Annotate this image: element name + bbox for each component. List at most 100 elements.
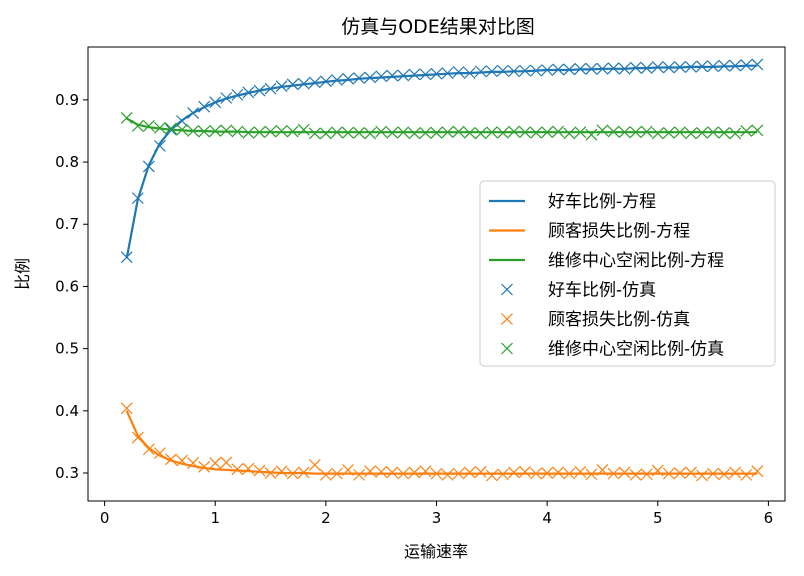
scatter-point-4: [331, 467, 343, 480]
scatter-point-5: [253, 126, 266, 139]
y-tick-label: 0.5: [55, 340, 79, 358]
scatter-point-3: [319, 75, 332, 88]
scatter-point-5: [375, 125, 388, 138]
legend: 好车比例-方程顾客损失比例-方程维修中心空闲比例-方程好车比例-仿真顾客损失比例…: [479, 180, 776, 367]
scatter-point-4: [198, 460, 211, 473]
y-axis-title: 比例: [13, 258, 32, 290]
x-tick-label: 4: [542, 509, 552, 527]
scatter-point-4: [751, 465, 764, 478]
y-tick-label: 0.4: [55, 402, 79, 420]
scatter-point-5: [165, 122, 177, 135]
scatter-point-3: [342, 72, 354, 85]
scatter-point-4: [552, 466, 565, 479]
scatter-point-3: [397, 69, 410, 82]
scatter-point-3: [297, 77, 310, 90]
scatter-point-3: [220, 92, 233, 104]
scatter-point-5: [441, 126, 454, 139]
scatter-point-3: [198, 100, 211, 113]
scatter-point-5: [662, 126, 675, 139]
scatter-point-5: [596, 124, 609, 137]
scatter-point-4: [264, 467, 277, 479]
scatter-point-4: [187, 457, 200, 469]
scatter-point-3: [165, 123, 177, 136]
scatter-point-3: [685, 60, 697, 73]
scatter-point-5: [153, 121, 166, 134]
scatter-point-3: [275, 80, 288, 93]
scatter-point-4: [242, 462, 255, 475]
scatter-point-5: [286, 125, 299, 138]
scatter-point-3: [651, 60, 664, 73]
axis-ticks: 0 1 2 3 4 5 6 0.3 0.4 0.5 0.6 0.7 0.8 0.9: [55, 91, 773, 527]
y-tick-label: 0.8: [55, 153, 79, 171]
scatter-point-5: [673, 126, 686, 139]
legend-swatch: [501, 342, 513, 355]
scatter-point-3: [629, 61, 642, 74]
legend-label: 维修中心空闲比例-方程: [548, 251, 724, 271]
scatter-point-3: [508, 65, 520, 78]
scatter-point-5: [397, 126, 410, 139]
scatter-point-5: [607, 125, 620, 138]
scatter-point-5: [530, 126, 542, 139]
scatter-point-5: [264, 125, 277, 138]
scatter-point-3: [176, 115, 188, 127]
chart-title: 仿真与ODE结果对比图: [341, 16, 535, 38]
scatter-point-3: [485, 65, 498, 78]
scatter-point-3: [120, 251, 133, 264]
scatter-point-3: [596, 62, 609, 75]
scatter-point-4: [496, 468, 509, 481]
scatter-point-3: [353, 72, 365, 85]
scatter-point-4: [430, 467, 443, 480]
series-line-1: [125, 410, 758, 475]
scatter-point-3: [441, 67, 454, 80]
x-tick-label: 5: [653, 509, 663, 527]
scatter-point-5: [342, 126, 354, 139]
scatter-point-4: [297, 466, 310, 479]
legend-label: 顾客损失比例-方程: [548, 222, 690, 242]
scatter-point-4: [231, 463, 244, 476]
scatter-point-5: [220, 124, 233, 137]
scatter-point-4: [729, 466, 742, 479]
legend-label: 好车比例-仿真: [548, 281, 656, 301]
scatter-point-3: [541, 64, 554, 76]
scatter-point-5: [618, 126, 631, 139]
scatter-point-4: [120, 402, 133, 415]
scatter-point-5: [485, 126, 498, 139]
scatter-point-5: [198, 125, 211, 138]
scatter-point-3: [707, 60, 720, 73]
scatter-point-4: [308, 459, 321, 471]
scatter-point-4: [463, 466, 476, 479]
scatter-point-3: [607, 62, 620, 75]
scatter-point-5: [640, 125, 653, 138]
scatter-point-4: [607, 467, 620, 480]
scatter-point-5: [331, 126, 343, 139]
scatter-point-3: [696, 60, 708, 73]
legend-label: 维修中心空闲比例-仿真: [548, 340, 724, 360]
scatter-point-4: [353, 468, 365, 481]
scatter-point-3: [673, 60, 686, 73]
scatter-point-4: [153, 447, 166, 460]
scatter-point-5: [696, 126, 708, 139]
scatter-point-5: [685, 127, 697, 140]
scatter-point-5: [319, 127, 332, 140]
scatter-point-5: [740, 125, 753, 137]
scatter-point-3: [187, 106, 200, 119]
scatter-point-3: [386, 69, 399, 82]
scatter-point-3: [264, 82, 277, 95]
x-tick-label: 3: [432, 509, 442, 527]
scatter-point-4: [209, 457, 222, 469]
scatter-point-4: [740, 468, 753, 481]
scatter-point-4: [629, 468, 642, 481]
scatter-point-3: [751, 58, 764, 71]
scatter-point-4: [673, 467, 686, 479]
scatter-point-3: [142, 160, 155, 173]
scatter-point-4: [286, 467, 299, 480]
scatter-point-4: [142, 443, 155, 456]
scatter-point-5: [297, 123, 310, 136]
scatter-point-4: [253, 464, 266, 477]
scatter-point-4: [618, 466, 631, 479]
scatter-point-5: [463, 126, 476, 139]
scatter-point-4: [419, 465, 432, 478]
scatter-point-4: [530, 467, 542, 480]
scatter-point-5: [563, 127, 576, 140]
